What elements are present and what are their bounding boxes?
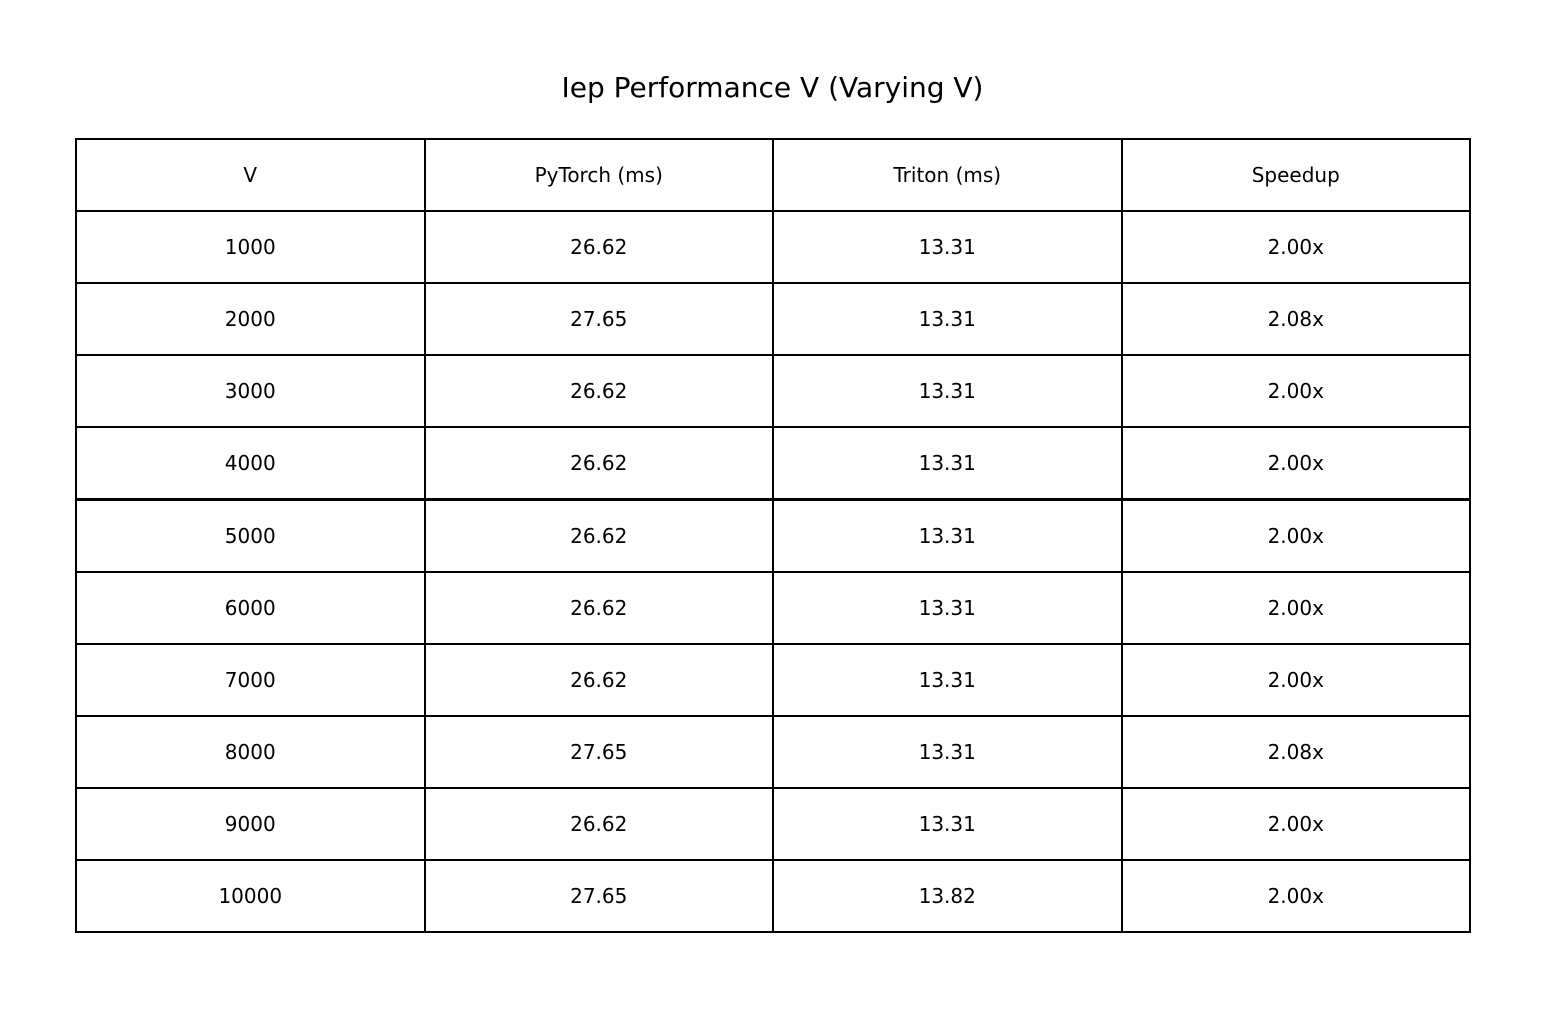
cell-speedup: 2.00x [1120,498,1471,573]
header-speedup: Speedup [1120,138,1471,212]
table-row: 6000 26.62 13.31 2.00x [75,571,1471,645]
header-triton-ms: Triton (ms) [772,138,1123,212]
cell-triton-ms: 13.31 [772,715,1123,789]
cell-pytorch-ms: 27.65 [423,715,774,789]
header-row: V PyTorch (ms) Triton (ms) Speedup [75,138,1471,212]
cell-pytorch-ms: 26.62 [423,354,774,428]
cell-speedup: 2.00x [1120,787,1471,861]
cell-triton-ms: 13.31 [772,210,1123,284]
cell-pytorch-ms: 26.62 [423,210,774,284]
table-row: 7000 26.62 13.31 2.00x [75,643,1471,717]
cell-v: 8000 [75,715,426,789]
chart-title: Iep Performance V (Varying V) [561,71,984,104]
cell-pytorch-ms: 26.62 [423,571,774,645]
cell-v: 5000 [75,498,426,573]
cell-pytorch-ms: 26.62 [423,426,774,501]
table-row: 5000 26.62 13.31 2.00x [75,498,1471,573]
cell-triton-ms: 13.31 [772,354,1123,428]
table-row: 4000 26.62 13.31 2.00x [75,426,1471,501]
cell-triton-ms: 13.82 [772,859,1123,933]
header-v: V [75,138,426,212]
cell-v: 1000 [75,210,426,284]
cell-v: 3000 [75,354,426,428]
cell-triton-ms: 13.31 [772,643,1123,717]
cell-v: 9000 [75,787,426,861]
cell-pytorch-ms: 27.65 [423,859,774,933]
cell-speedup: 2.00x [1120,643,1471,717]
table-header: V PyTorch (ms) Triton (ms) Speedup [75,138,1471,212]
table-row: 2000 27.65 13.31 2.08x [75,282,1471,356]
cell-speedup: 2.00x [1120,354,1471,428]
cell-speedup: 2.08x [1120,282,1471,356]
table-row: 1000 26.62 13.31 2.00x [75,210,1471,284]
cell-speedup: 2.00x [1120,859,1471,933]
table-row: 9000 26.62 13.31 2.00x [75,787,1471,861]
cell-v: 6000 [75,571,426,645]
table-row: 3000 26.62 13.31 2.00x [75,354,1471,428]
cell-pytorch-ms: 27.65 [423,282,774,356]
cell-speedup: 2.08x [1120,715,1471,789]
header-pytorch-ms: PyTorch (ms) [423,138,774,212]
cell-pytorch-ms: 26.62 [423,787,774,861]
cell-triton-ms: 13.31 [772,282,1123,356]
table-body: 1000 26.62 13.31 2.00x 2000 27.65 13.31 2.08x 30… [75,210,1471,933]
cell-triton-ms: 13.31 [772,426,1123,501]
cell-v: 4000 [75,426,426,501]
cell-speedup: 2.00x [1120,210,1471,284]
cell-pytorch-ms: 26.62 [423,643,774,717]
cell-speedup: 2.00x [1120,426,1471,501]
table-row: 10000 27.65 13.82 2.00x [75,859,1471,933]
cell-speedup: 2.00x [1120,571,1471,645]
cell-triton-ms: 13.31 [772,498,1123,573]
performance-table: V PyTorch (ms) Triton (ms) Speedup 1000 2… [75,138,1471,933]
cell-triton-ms: 13.31 [772,787,1123,861]
cell-pytorch-ms: 26.62 [423,498,774,573]
cell-v: 7000 [75,643,426,717]
cell-triton-ms: 13.31 [772,571,1123,645]
cell-v: 2000 [75,282,426,356]
table-row: 8000 27.65 13.31 2.08x [75,715,1471,789]
cell-v: 10000 [75,859,426,933]
